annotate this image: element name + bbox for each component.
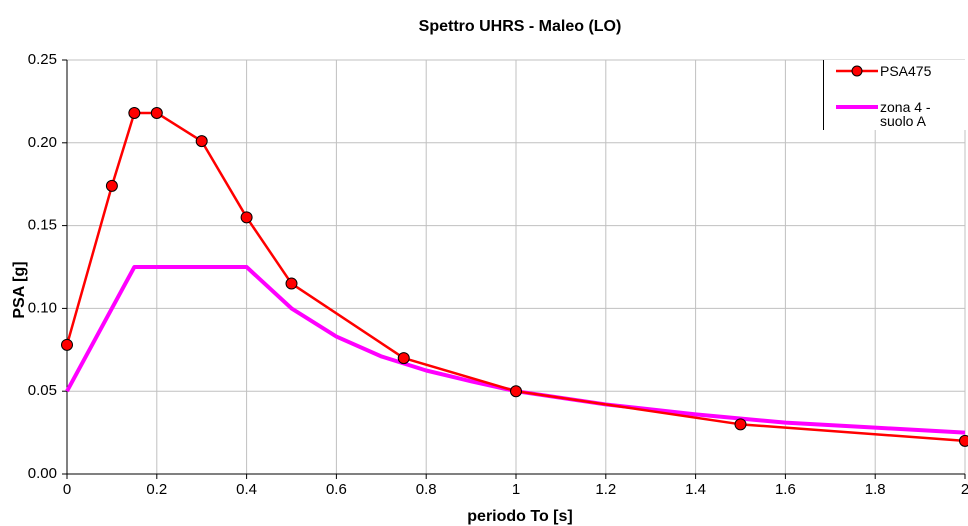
legend-swatch <box>836 105 878 109</box>
x-tick-label: 1.6 <box>775 481 796 498</box>
legend-swatch <box>836 65 878 77</box>
marker <box>285 277 298 290</box>
x-tick-label: 1.2 <box>595 481 616 498</box>
marker <box>959 434 968 447</box>
x-tick-label: 0.4 <box>236 481 257 498</box>
chart-title: Spettro UHRS - Maleo (LO) <box>419 18 622 35</box>
marker <box>734 418 747 431</box>
marker <box>195 135 208 148</box>
marker <box>105 179 118 192</box>
y-axis-label: PSA [g] <box>11 261 28 318</box>
legend-label: PSA475 <box>880 63 932 79</box>
legend-item: PSA475 <box>834 64 960 78</box>
series-line <box>65 265 966 435</box>
marker <box>397 352 410 365</box>
legend: PSA475 zona 4 - suolo A <box>823 60 968 130</box>
y-tick-label: 0.15 <box>28 217 57 234</box>
y-tick-label: 0.05 <box>28 382 57 399</box>
y-tick-label: 0.25 <box>28 51 57 68</box>
marker <box>240 211 253 224</box>
x-tick-label: 1.4 <box>685 481 706 498</box>
y-tick-label: 0.10 <box>28 299 57 316</box>
x-tick-label: 2 <box>961 481 968 498</box>
x-tick-label: 1.8 <box>865 481 886 498</box>
y-tick-label: 0.00 <box>28 465 57 482</box>
y-tick-label: 0.20 <box>28 134 57 151</box>
x-tick-label: 0.2 <box>146 481 167 498</box>
marker <box>150 106 163 119</box>
x-tick-label: 0.6 <box>326 481 347 498</box>
marker <box>128 106 141 119</box>
marker <box>61 338 73 351</box>
legend-marker <box>851 65 863 77</box>
x-tick-label: 0 <box>63 481 71 498</box>
legend-item: zona 4 - suolo A <box>834 100 960 128</box>
x-tick-label: 0.8 <box>416 481 437 498</box>
legend-label: zona 4 - suolo A <box>880 99 931 129</box>
marker <box>510 385 522 398</box>
x-axis-label: periodo To [s] <box>467 508 572 525</box>
x-tick-label: 1 <box>512 481 520 498</box>
